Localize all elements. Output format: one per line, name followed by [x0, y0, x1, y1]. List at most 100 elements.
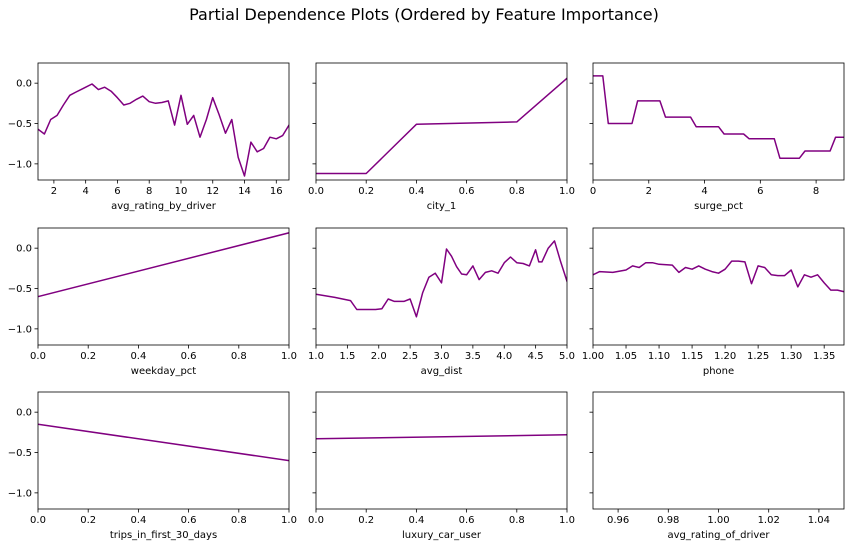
axes-frame	[37, 391, 290, 510]
x-tick-label: 1.00	[707, 515, 729, 526]
x-tick-label: 0.0	[30, 351, 46, 362]
x-tick-label: 6	[757, 186, 763, 197]
x-tick-label: 1.0	[308, 351, 324, 362]
x-tick-label: 6	[114, 186, 120, 197]
subplot-grid: 2 4 6 8 10 12 14 16 0.0 −0.5 −1.0 avg_rating_by_dri…	[8, 62, 845, 541]
axes-frame	[592, 391, 845, 510]
partial-dependence-line	[38, 423, 289, 462]
axes-frame	[592, 227, 845, 346]
x-tick-label: 0.0	[308, 186, 324, 197]
x-tick-label: 10	[175, 186, 188, 197]
x-tick-label: 8	[146, 186, 152, 197]
subplot-8: 0.0 0.2 0.4 0.6 0.8 1.0 luxury_car_user	[308, 391, 575, 541]
x-tick-label: 1.02	[758, 515, 780, 526]
x-tick-label: 1.0	[281, 351, 297, 362]
figure-title: Partial Dependence Plots (Ordered by Fea…	[189, 5, 659, 24]
x-tick-label: 0.2	[358, 186, 374, 197]
x-tick-label: 0.96	[607, 515, 629, 526]
x-tick-label: 1.0	[559, 186, 575, 197]
x-tick-label: 0.4	[408, 186, 424, 197]
x-tick-label: 0.2	[80, 351, 96, 362]
x-axis-label: surge_pct	[694, 201, 743, 212]
x-tick-label: 0.98	[657, 515, 679, 526]
x-tick-label: 1.25	[747, 351, 769, 362]
x-tick-label: 0	[590, 186, 596, 197]
x-tick-label: 8	[813, 186, 819, 197]
x-tick-label: 16	[270, 186, 283, 197]
subplot-5: 1.0 1.5 2.0 2.5 3.0 3.5 4.0 4.5 5.0 avg_dist	[308, 227, 575, 377]
y-tick-label: −0.5	[8, 119, 32, 130]
x-tick-label: 2	[646, 186, 652, 197]
x-tick-label: 1.05	[615, 351, 637, 362]
partial-dependence-line	[316, 434, 567, 440]
x-tick-label: 0.6	[181, 515, 197, 526]
x-tick-label: 1.5	[339, 351, 355, 362]
subplot-4: 0.0 0.2 0.4 0.6 0.8 1.0 0.0 −0.5 −1.0 weekday_pct	[8, 227, 297, 377]
x-tick-label: 1.20	[714, 351, 736, 362]
x-axis-label: avg_rating_of_driver	[667, 530, 770, 541]
partial-dependence-line	[593, 75, 844, 159]
x-axis-label: city_1	[427, 201, 456, 212]
axes-frame	[315, 62, 568, 181]
subplot-1: 2 4 6 8 10 12 14 16 0.0 −0.5 −1.0 avg_rating_by_dri…	[8, 62, 290, 212]
x-tick-label: 1.30	[780, 351, 802, 362]
x-tick-label: 0.4	[130, 351, 146, 362]
axes-frame	[37, 62, 290, 181]
partial-dependence-line	[38, 83, 289, 177]
axes-frame	[315, 227, 568, 346]
x-tick-label: 0.2	[358, 515, 374, 526]
y-tick-label: 0.0	[16, 408, 32, 419]
x-tick-label: 0.2	[80, 515, 96, 526]
x-tick-label: 1.10	[648, 351, 670, 362]
partial-dependence-line	[316, 240, 567, 318]
x-tick-label: 1.04	[808, 515, 830, 526]
subplot-2: 0.0 0.2 0.4 0.6 0.8 1.0 city_1	[308, 62, 575, 212]
axes-frame	[37, 227, 290, 346]
subplot-9: 0.96 0.98 1.00 1.02 1.04 avg_rating_of_driver	[589, 391, 845, 541]
x-tick-label: 4	[701, 186, 707, 197]
subplot-7: 0.0 0.2 0.4 0.6 0.8 1.0 0.0 −0.5 −1.0 trips_in_fi…	[8, 391, 297, 541]
x-tick-label: 3.0	[434, 351, 450, 362]
y-tick-label: −0.5	[8, 448, 32, 459]
x-tick-label: 1.35	[813, 351, 835, 362]
x-tick-label: 12	[206, 186, 219, 197]
y-tick-label: 0.0	[16, 79, 32, 90]
x-tick-label: 14	[238, 186, 251, 197]
x-axis-label: avg_rating_by_driver	[111, 201, 217, 212]
x-tick-label: 4	[82, 186, 88, 197]
axes-frame	[315, 391, 568, 510]
x-tick-label: 5.0	[559, 351, 575, 362]
x-tick-label: 1.00	[582, 351, 604, 362]
x-tick-label: 0.0	[308, 515, 324, 526]
x-tick-label: 0.0	[30, 515, 46, 526]
x-axis-label: avg_dist	[421, 366, 463, 377]
axes-frame	[592, 62, 845, 181]
x-tick-label: 0.8	[509, 186, 525, 197]
partial-dependence-line	[316, 77, 567, 175]
y-tick-label: −1.0	[8, 488, 32, 499]
x-axis-label: trips_in_first_30_days	[110, 530, 217, 541]
x-tick-label: 0.6	[181, 351, 197, 362]
x-tick-label: 2	[51, 186, 57, 197]
x-tick-label: 1.15	[681, 351, 703, 362]
x-tick-label: 3.5	[465, 351, 481, 362]
x-tick-label: 2.5	[402, 351, 418, 362]
x-tick-label: 1.0	[281, 515, 297, 526]
x-tick-label: 0.8	[231, 351, 247, 362]
x-tick-label: 0.4	[130, 515, 146, 526]
subplot-3: 0 2 4 6 8 surge_pct	[589, 62, 845, 212]
x-tick-label: 0.8	[231, 515, 247, 526]
partial-dependence-line	[593, 260, 844, 293]
y-tick-label: −0.5	[8, 284, 32, 295]
x-tick-label: 0.8	[509, 515, 525, 526]
y-tick-label: 0.0	[16, 244, 32, 255]
subplot-6: 1.00 1.05 1.10 1.15 1.20 1.25 1.30 1.35 phone	[582, 227, 845, 377]
x-tick-label: 0.6	[459, 186, 475, 197]
y-tick-label: −1.0	[8, 159, 32, 170]
x-tick-label: 4.0	[496, 351, 512, 362]
x-tick-label: 2.0	[371, 351, 387, 362]
x-tick-label: 0.6	[459, 515, 475, 526]
x-tick-label: 1.0	[559, 515, 575, 526]
x-axis-label: luxury_car_user	[402, 530, 482, 541]
